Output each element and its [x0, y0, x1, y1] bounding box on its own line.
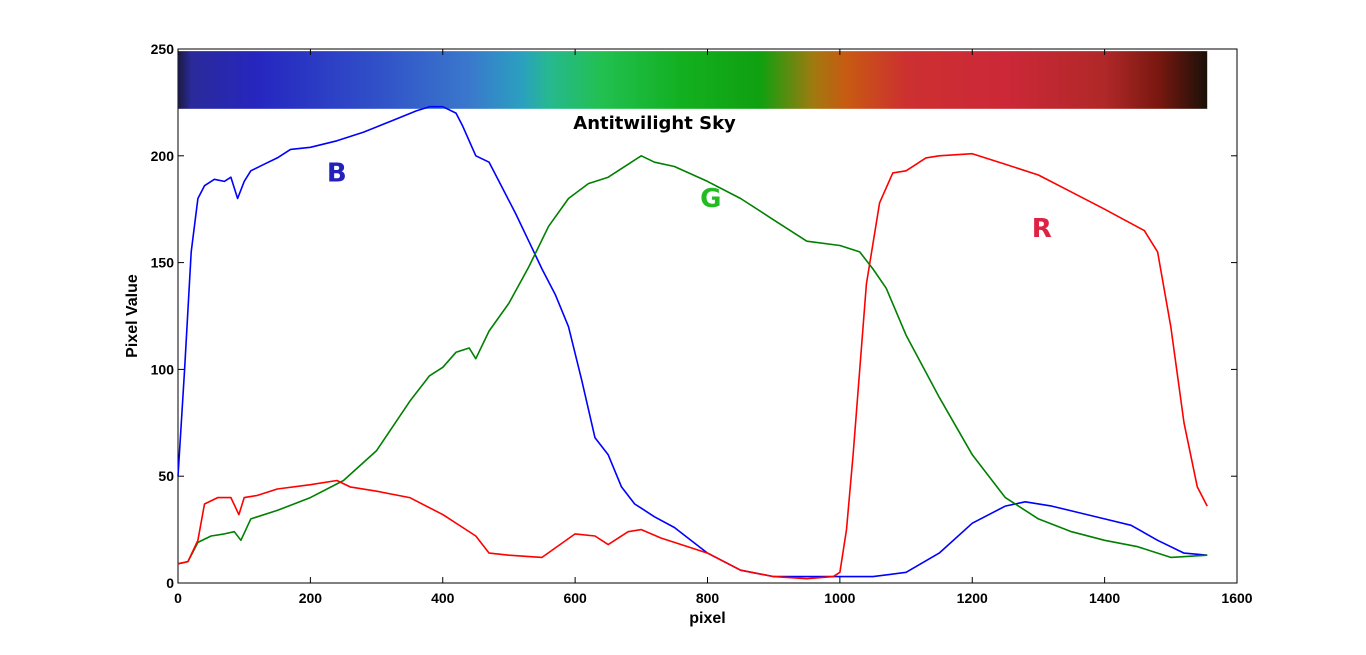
spectrum-strip-image — [178, 51, 1208, 109]
series-layer — [177, 105, 1208, 580]
y-tick-label: 50 — [158, 468, 174, 484]
series-line-0 — [177, 105, 1208, 578]
plot-area-frame — [177, 48, 1238, 584]
annotation-b: B — [327, 158, 347, 188]
x-tick-label: 1600 — [1221, 590, 1252, 606]
x-tick-label: 400 — [431, 590, 455, 606]
x-tick-label: 0 — [174, 590, 182, 606]
y-axis-label: Pixel Value — [124, 274, 141, 358]
x-tick-label: 1000 — [824, 590, 855, 606]
y-tick-label: 200 — [151, 148, 175, 164]
x-tick-label: 200 — [299, 590, 323, 606]
series-line-1 — [177, 155, 1208, 565]
y-tick-label: 100 — [151, 361, 175, 377]
annotation-layer: B G R — [327, 158, 1052, 244]
x-axis-label: pixel — [689, 610, 725, 627]
annotation-g: G — [700, 184, 721, 214]
series-line-2 — [177, 152, 1208, 580]
y-tick-label: 250 — [151, 41, 175, 57]
ticks-layer: 0 200 400 600 800 1000 1200 1400 1600 0 50 100 150 20… — [151, 41, 1253, 606]
chart-title: Antitwilight Sky — [573, 113, 736, 134]
y-tick-label: 150 — [151, 255, 175, 271]
x-tick-label: 800 — [696, 590, 720, 606]
x-tick-label: 1400 — [1089, 590, 1120, 606]
x-tick-label: 600 — [563, 590, 587, 606]
annotation-r: R — [1032, 214, 1052, 244]
x-tick-label: 1200 — [957, 590, 988, 606]
y-tick-label: 0 — [166, 575, 174, 591]
